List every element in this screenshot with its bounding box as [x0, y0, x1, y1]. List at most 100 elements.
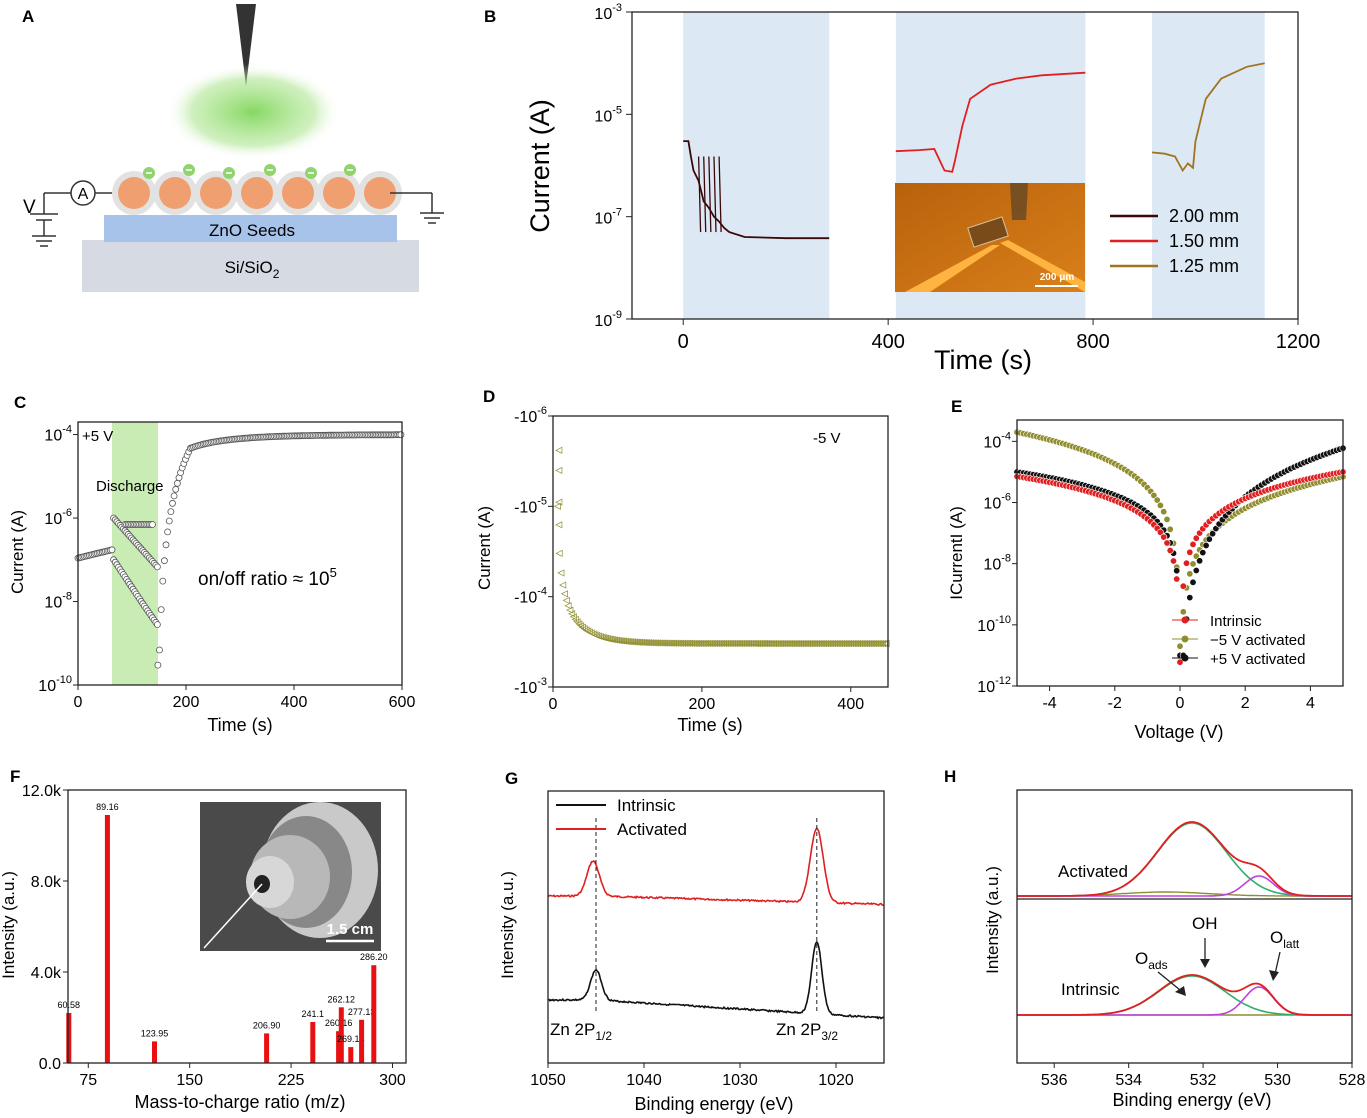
data-point [1153, 496, 1161, 504]
h-olatt-label: Olatt [1270, 928, 1300, 951]
data-point [159, 577, 167, 585]
y-tick-label: 10-9 [594, 309, 622, 330]
x-tick-label: -4 [1042, 695, 1056, 712]
data-point [1176, 642, 1184, 650]
nanoparticle-core [118, 177, 150, 209]
data-point [878, 639, 886, 648]
x-axis-label: Mass-to-charge ratio (m/z) [134, 1092, 345, 1112]
nanoparticle-core [159, 177, 191, 209]
legend-marker [1181, 654, 1189, 662]
d-bias-label: -5 V [813, 430, 841, 447]
x-tick-label: 600 [389, 694, 416, 711]
spike-mark [697, 156, 702, 233]
data-point [1186, 570, 1194, 578]
data-point [1209, 530, 1217, 538]
h-oads-label: Oads [1135, 949, 1168, 972]
data-point [149, 521, 156, 528]
bar [336, 1031, 342, 1063]
panel-g: G Zn 2P1/2 Zn 2P3/2 1050 1040 1030 1020 Bindi… [498, 769, 885, 1114]
discharge-band [112, 422, 158, 685]
data-point [1199, 549, 1207, 557]
nanoparticle-core [241, 177, 273, 209]
data-point [1173, 575, 1181, 583]
x-tick-label: 1200 [1276, 331, 1321, 353]
frame-f [67, 789, 407, 1064]
data-point [1166, 546, 1174, 554]
nanoparticle-core [200, 177, 232, 209]
bar [310, 1022, 316, 1063]
data-point [164, 528, 172, 536]
data-point [1163, 515, 1171, 523]
c-band-label: Discharge [96, 478, 164, 495]
h-intrinsic-label: Intrinsic [1061, 980, 1120, 999]
y-axis-label: Intensity (a.u.) [983, 866, 1002, 974]
frame-b [631, 11, 1299, 320]
x-tick-label: 1030 [722, 1072, 758, 1089]
data-point [1189, 540, 1197, 548]
x-tick-label: 400 [281, 694, 308, 711]
y-tick-label: 10-6 [44, 507, 72, 528]
panel-h: H 536 534 532 530 528 Binding energy (eV) Inte… [944, 767, 1365, 1110]
laser-glow [165, 64, 341, 160]
x-tick-label: 400 [871, 331, 904, 353]
data-point [1173, 567, 1181, 575]
panel-label-a: A [22, 7, 34, 26]
data-point [610, 636, 618, 644]
nanoparticle-core [282, 177, 314, 209]
y-axis-label: Current (A) [475, 506, 494, 590]
data-point [1163, 539, 1171, 547]
legend-marker [1181, 616, 1189, 624]
y-axis-label: Current (A) [8, 510, 27, 594]
data-point [1179, 608, 1187, 616]
bar [152, 1041, 157, 1063]
panel-d: D 0 200 400 -10-6 -10-5 -10-4 -10-3 Time (s) Cur… [475, 387, 890, 735]
substrate-label: Si/SiO2 [225, 258, 280, 281]
spike-mark [703, 156, 707, 233]
x-axis-label: Binding energy (eV) [634, 1094, 793, 1114]
data-point [170, 492, 178, 500]
bar [104, 815, 110, 1063]
y-axis-label: Intensity (a.u.) [498, 871, 517, 979]
bar-data-label: 123.95 [141, 1028, 169, 1038]
spike-mark [708, 156, 712, 233]
activated-envelope [1017, 821, 1352, 897]
data-point [397, 431, 405, 439]
x-tick-label: 400 [837, 696, 864, 713]
data-point [169, 499, 176, 507]
bar [66, 1013, 72, 1063]
y-tick-label: -10-4 [514, 586, 547, 607]
x-tick-label: 200 [173, 694, 200, 711]
data-point [566, 606, 574, 614]
data-point [154, 661, 162, 669]
photo-scale-label: 1.5 cm [327, 921, 374, 938]
y-tick-label: 10-5 [594, 104, 622, 125]
data-point [559, 581, 567, 589]
bar-data-label: 277.13 [348, 1007, 376, 1017]
series-line-activated [547, 826, 885, 907]
bar-data-label: 269.14 [337, 1034, 365, 1044]
minus-icon [347, 169, 353, 171]
x-axis-label: Time (s) [934, 345, 1032, 375]
y-tick-label: 12.0k [22, 783, 62, 800]
x-tick-label: 1040 [626, 1072, 662, 1089]
panel-label-f: F [10, 767, 20, 786]
bar [359, 1019, 365, 1063]
data-point [1186, 594, 1194, 602]
data-point [882, 639, 890, 648]
x-axis-label: Binding energy (eV) [1112, 1090, 1271, 1110]
y-tick-label: 4.0k [31, 965, 62, 982]
c-bias-label: +5 V [82, 428, 113, 445]
x-tick-label: 536 [1041, 1072, 1068, 1089]
data-point [562, 596, 570, 604]
x-tick-label: 528 [1339, 1072, 1366, 1089]
data-point [1189, 578, 1197, 586]
data-point [1156, 528, 1164, 536]
panel-label-g: G [505, 769, 518, 788]
y-tick-label: 10-4 [44, 424, 72, 445]
data-point [1166, 525, 1174, 533]
data-point [555, 549, 563, 557]
bar-data-label: 241.1 [302, 1009, 325, 1019]
y-tick-label: 10-10 [38, 674, 72, 695]
legend-label: Activated [617, 820, 687, 839]
y-tick-label: 10-8 [44, 591, 72, 612]
